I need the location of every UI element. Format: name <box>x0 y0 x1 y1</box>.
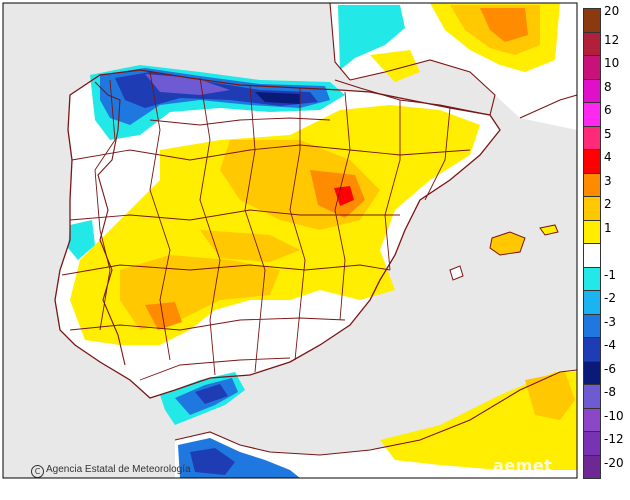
watermark-logo: aemet <box>493 456 553 475</box>
legend-label: 8 <box>604 79 612 94</box>
iberia-coastline <box>54 69 501 399</box>
legend: 20 12 10 8 6 5 4 3 2 1 -1 -2 -3 -4 -6 -8 -10 -12 -20 <box>583 4 629 479</box>
legend-swatch <box>583 196 601 221</box>
ibiza-island <box>449 265 464 281</box>
legend-label: -1 <box>604 267 616 282</box>
legend-label: 12 <box>604 32 620 47</box>
legend-label: 10 <box>604 56 620 70</box>
copyright-icon: C <box>31 465 44 478</box>
france-spain-border <box>334 79 491 116</box>
portugal-spain-border <box>94 81 126 366</box>
legend-swatch <box>583 266 601 291</box>
legend-label: 4 <box>604 150 612 164</box>
menorca-island <box>539 224 559 236</box>
legend-swatch <box>583 8 601 33</box>
france-coastline <box>329 2 578 119</box>
legend-swatch <box>583 243 601 268</box>
north-cold-core-purple <box>145 74 230 95</box>
mallorca-island <box>489 231 526 256</box>
france-mild-patch <box>370 50 420 82</box>
legend-label: 6 <box>604 103 612 117</box>
legend-swatch <box>583 31 601 56</box>
africa-hot-area <box>525 372 575 420</box>
legend-swatch <box>583 360 601 385</box>
iberia-neutral-south <box>150 300 370 390</box>
legend-label: 2 <box>604 197 612 211</box>
legend-label: 20 <box>604 4 620 18</box>
legend-label: -12 <box>604 432 624 446</box>
province-borders <box>61 71 471 381</box>
legend-swatch <box>583 384 601 409</box>
credit-text: Agencia Estatal de Meteorología <box>46 464 191 475</box>
legend-swatch <box>583 431 601 456</box>
legend-swatch <box>583 219 601 244</box>
legend-swatch <box>583 172 601 197</box>
legend-label: -4 <box>604 338 616 352</box>
legend-swatch <box>583 125 601 150</box>
legend-swatch <box>583 313 601 338</box>
legend-label: 3 <box>604 173 612 188</box>
legend-swatch <box>583 407 601 432</box>
africa-coastline <box>174 369 578 456</box>
legend-label: -20 <box>604 455 624 470</box>
legend-label: -6 <box>604 361 616 376</box>
anomaly-map <box>2 2 578 479</box>
france-cold-patch <box>338 5 405 70</box>
iberia-anomaly-2-c <box>200 230 300 262</box>
map-frame <box>2 2 578 479</box>
north-cold-core-navy <box>255 92 300 104</box>
south-cold-area-dark <box>195 384 228 404</box>
legend-swatch <box>583 454 601 479</box>
iberia-anomaly-3-b <box>145 302 182 330</box>
legend-swatch <box>583 149 601 174</box>
legend-swatch <box>583 55 601 80</box>
legend-swatch <box>583 290 601 315</box>
legend-label: -8 <box>604 385 616 399</box>
portugal-cool-patch <box>68 220 95 260</box>
legend-label: 5 <box>604 126 612 141</box>
legend-label: -3 <box>604 314 616 329</box>
legend-swatch <box>583 78 601 103</box>
legend-label: -10 <box>604 408 624 423</box>
legend-swatch <box>583 337 601 362</box>
legend-label: -2 <box>604 291 616 305</box>
legend-swatch <box>583 102 601 127</box>
france-hotter-area <box>480 8 528 42</box>
africa-warm-area <box>380 372 577 470</box>
iberia-anomaly-4 <box>334 186 354 206</box>
legend-label: 1 <box>604 220 612 235</box>
africa-cold-core <box>190 448 235 475</box>
